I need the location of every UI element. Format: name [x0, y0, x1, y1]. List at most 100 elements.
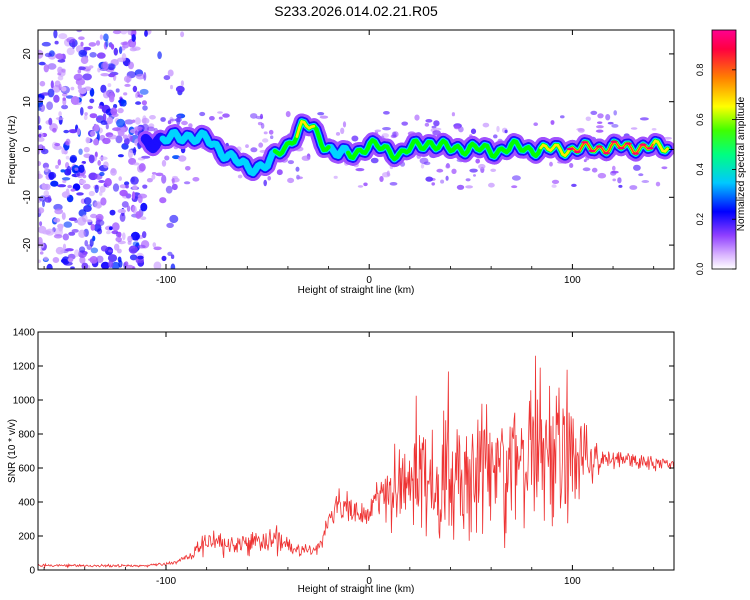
noise-blob: [161, 255, 167, 262]
noise-blob: [62, 233, 69, 241]
noise-blob: [76, 192, 84, 196]
halo-blob: [383, 111, 390, 115]
noise-blob: [119, 189, 128, 197]
halo-blob: [141, 117, 150, 124]
halo-blob: [151, 174, 156, 180]
noise-blob: [90, 130, 96, 137]
noise-blob: [66, 165, 71, 175]
noise-blob: [132, 241, 140, 247]
noise-blob: [127, 149, 134, 159]
y-tick-label: 10: [22, 96, 33, 108]
trace-hotspot: [566, 147, 574, 151]
noise-blob: [52, 257, 60, 263]
halo-blob: [335, 132, 341, 136]
noise-blob: [82, 46, 92, 51]
noise-blob: [108, 226, 113, 231]
noise-blob: [96, 52, 106, 59]
noise-blob: [54, 227, 63, 237]
trace-hotspot: [581, 141, 589, 144]
noise-blob: [112, 127, 121, 132]
noise-blob: [89, 52, 97, 58]
noise-blob: [41, 41, 51, 47]
noise-blob: [94, 184, 99, 194]
noise-blob: [96, 255, 104, 263]
halo-blob: [258, 142, 264, 148]
noise-blob: [76, 30, 83, 33]
noise-blob: [80, 41, 84, 47]
noise-blob: [122, 232, 126, 241]
noise-blob: [135, 211, 142, 219]
halo-blob: [381, 133, 389, 138]
halo-blob: [217, 111, 223, 114]
noise-blob: [99, 171, 105, 177]
halo-blob: [569, 163, 574, 168]
noise-blob: [110, 107, 118, 116]
noise-blob: [50, 180, 59, 187]
noise-blob: [100, 261, 110, 269]
noise-blob: [99, 34, 103, 40]
halo-blob: [465, 178, 471, 182]
noise-blob: [38, 207, 45, 214]
halo-blob: [199, 111, 206, 117]
trace-segment: [586, 142, 591, 148]
trace-segment: [295, 126, 301, 138]
noise-blob: [70, 266, 75, 269]
halo-blob: [132, 162, 140, 166]
halo-blob: [267, 176, 272, 181]
noise-blob: [102, 91, 110, 99]
trace-hotspot: [625, 142, 632, 145]
noise-blob: [170, 263, 176, 269]
halo-blob: [451, 112, 455, 117]
noise-blob: [152, 242, 157, 248]
noise-blob: [43, 183, 51, 191]
halo-blob: [550, 120, 555, 125]
noise-blob: [161, 159, 167, 167]
halo-blob: [511, 185, 518, 189]
noise-blob: [125, 184, 129, 189]
halo-blob: [374, 129, 382, 133]
noise-blob: [143, 72, 147, 81]
halo-blob: [209, 116, 215, 121]
noise-blob: [90, 223, 96, 231]
noise-blob: [96, 116, 102, 120]
noise-blob: [127, 235, 133, 243]
halo-blob: [171, 178, 175, 184]
halo-blob: [382, 172, 391, 178]
noise-blob: [124, 261, 129, 267]
noise-blob: [71, 229, 79, 233]
halo-blob: [319, 115, 329, 119]
halo-blob: [237, 174, 243, 179]
halo-blob: [192, 177, 200, 182]
noise-blob: [58, 33, 68, 40]
halo-blob: [597, 172, 607, 179]
noise-blob: [172, 155, 180, 160]
noise-blob: [61, 147, 65, 155]
noise-blob: [117, 57, 126, 63]
noise-blob: [61, 92, 68, 97]
noise-blob: [61, 86, 67, 92]
noise-blob: [44, 52, 53, 58]
noise-blob: [61, 68, 66, 73]
halo-blob: [473, 174, 476, 177]
noise-blob: [79, 179, 87, 185]
trace-segment: [630, 146, 635, 153]
halo-blob: [597, 113, 604, 119]
noise-blob: [153, 246, 162, 251]
halo-blob: [432, 127, 442, 131]
noise-blob: [93, 138, 99, 146]
noise-blob: [133, 146, 137, 156]
halo-blob: [424, 122, 430, 127]
noise-blob: [132, 205, 137, 214]
noise-blob: [78, 66, 86, 71]
noise-blob: [84, 240, 88, 247]
noise-blob: [39, 251, 44, 255]
noise-blob: [57, 75, 64, 81]
noise-blob: [135, 73, 146, 80]
halo-blob: [611, 124, 619, 128]
noise-blob: [70, 188, 76, 192]
noise-blob: [114, 243, 120, 251]
noise-blob: [89, 113, 98, 119]
noise-blob: [116, 118, 126, 128]
noise-blob: [70, 96, 80, 105]
halo-blob: [478, 163, 486, 170]
